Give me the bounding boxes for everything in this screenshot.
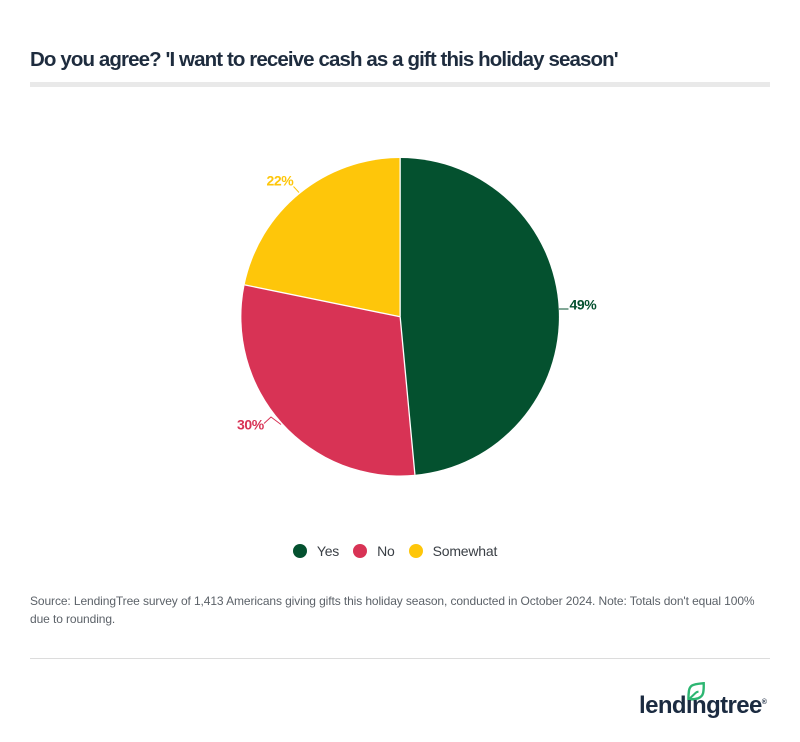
svg-text:49%: 49% xyxy=(570,297,598,313)
svg-text:22%: 22% xyxy=(267,173,295,189)
svg-text:30%: 30% xyxy=(237,417,265,433)
